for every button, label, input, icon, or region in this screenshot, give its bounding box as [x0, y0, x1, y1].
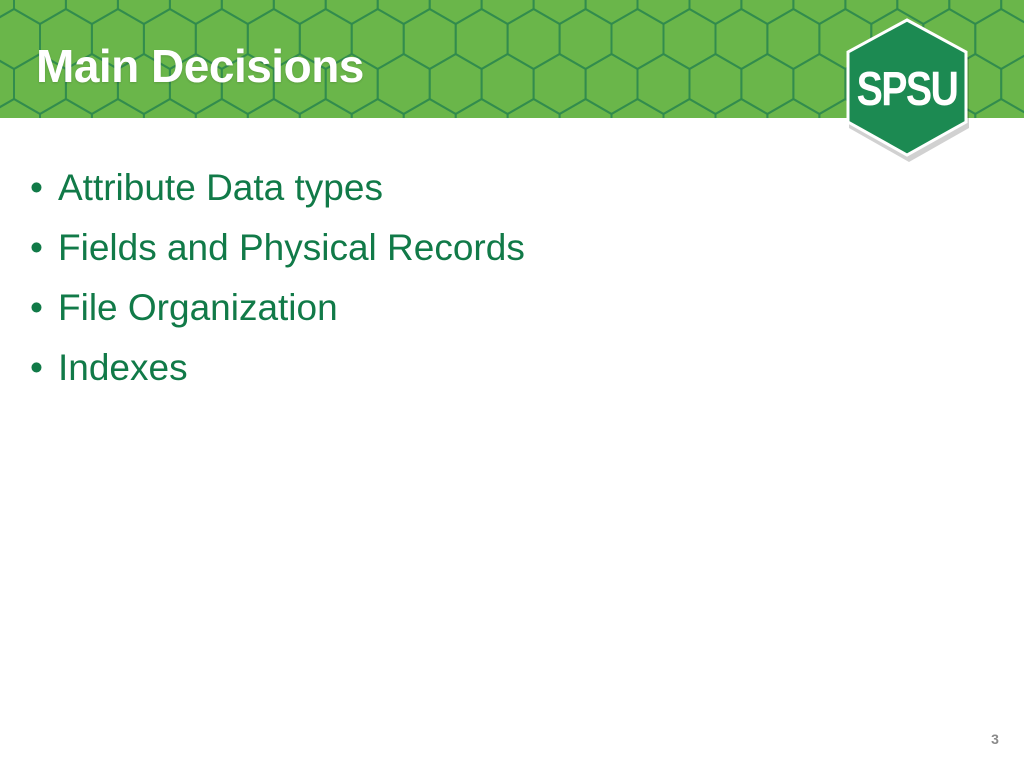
hexagon-cell	[740, 52, 795, 116]
hexagon-cell	[376, 0, 431, 26]
slide-title: Main Decisions	[36, 40, 364, 92]
hexagon-cell	[64, 0, 119, 26]
bullet-text: File Organization	[58, 287, 338, 328]
bullet-list: • Attribute Data types • Fields and Physic…	[30, 158, 525, 398]
hexagon-cell	[428, 0, 483, 26]
bullet-text: Indexes	[58, 347, 188, 388]
hexagon-cell	[0, 97, 41, 118]
hexagon-cell	[428, 52, 483, 116]
hexagon-cell	[272, 0, 327, 26]
spsu-logo: SPSU	[842, 18, 972, 164]
hexagon-cell	[766, 7, 821, 71]
hexagon-logo-icon	[846, 18, 969, 162]
bullet-text: Attribute Data types	[58, 167, 383, 208]
hexagon-cell	[584, 52, 639, 116]
hexagon-cell	[688, 0, 743, 26]
hexagon-cell	[636, 52, 691, 116]
hexagon-cell	[376, 52, 431, 116]
bullet-dot: •	[30, 287, 43, 328]
hexagon-cell	[220, 0, 275, 26]
hexagon-cell	[610, 7, 665, 71]
bullet-dot: •	[30, 167, 43, 208]
hexagon-cell	[454, 97, 509, 118]
hexagon-cell	[454, 7, 509, 71]
hexagon-cell	[532, 0, 587, 26]
hexagon-cell	[324, 0, 379, 26]
hexagon-cell	[558, 7, 613, 71]
hexagon-cell	[792, 52, 847, 116]
hexagon-cell	[792, 0, 847, 26]
hexagon-cell	[194, 97, 249, 118]
bullet-item: • Fields and Physical Records	[30, 218, 525, 278]
bullet-item: • Attribute Data types	[30, 158, 525, 218]
hexagon-cell	[558, 97, 613, 118]
hexagon-cell	[636, 0, 691, 26]
hexagon-cell	[13, 0, 67, 26]
bullet-dot: •	[30, 347, 43, 388]
hexagon-cell	[714, 7, 769, 71]
hexagon-cell	[532, 52, 587, 116]
hexagon-cell	[246, 97, 301, 118]
hexagon-cell	[974, 97, 1024, 118]
bullet-item: • Indexes	[30, 338, 525, 398]
hexagon-cell	[662, 97, 717, 118]
logo-text: SPSU	[856, 63, 959, 116]
hexagon-cell	[610, 97, 665, 118]
hexagon-cell	[0, 7, 41, 71]
hexagon-cell	[766, 97, 821, 118]
hexagon-cell	[584, 0, 639, 26]
hexagon-cell	[116, 0, 171, 26]
hexagon-cell	[662, 7, 717, 71]
bullet-text: Fields and Physical Records	[58, 227, 525, 268]
hexagon-cell	[168, 0, 223, 26]
bullet-dot: •	[30, 227, 43, 268]
hexagon-cell	[350, 97, 405, 118]
hexagon-cell	[402, 97, 457, 118]
hexagon-pattern-icon	[0, 0, 1024, 118]
hexagon-cell	[506, 97, 561, 118]
hexagon-cell	[506, 7, 561, 71]
hexagon-cell	[39, 97, 93, 118]
hexagon-cell	[818, 97, 873, 118]
hexagon-cell	[90, 97, 145, 118]
page-number: 3	[991, 731, 999, 747]
hexagon-cell	[714, 97, 769, 118]
hexagon-cell	[740, 0, 795, 26]
hexagon-cell	[688, 52, 743, 116]
hexagon-cell	[402, 7, 457, 71]
bullet-item: • File Organization	[30, 278, 525, 338]
hexagon-cell	[480, 0, 535, 26]
hexagon-cell	[142, 97, 197, 118]
hexagon-cell	[480, 52, 535, 116]
hexagon-cell	[298, 97, 353, 118]
